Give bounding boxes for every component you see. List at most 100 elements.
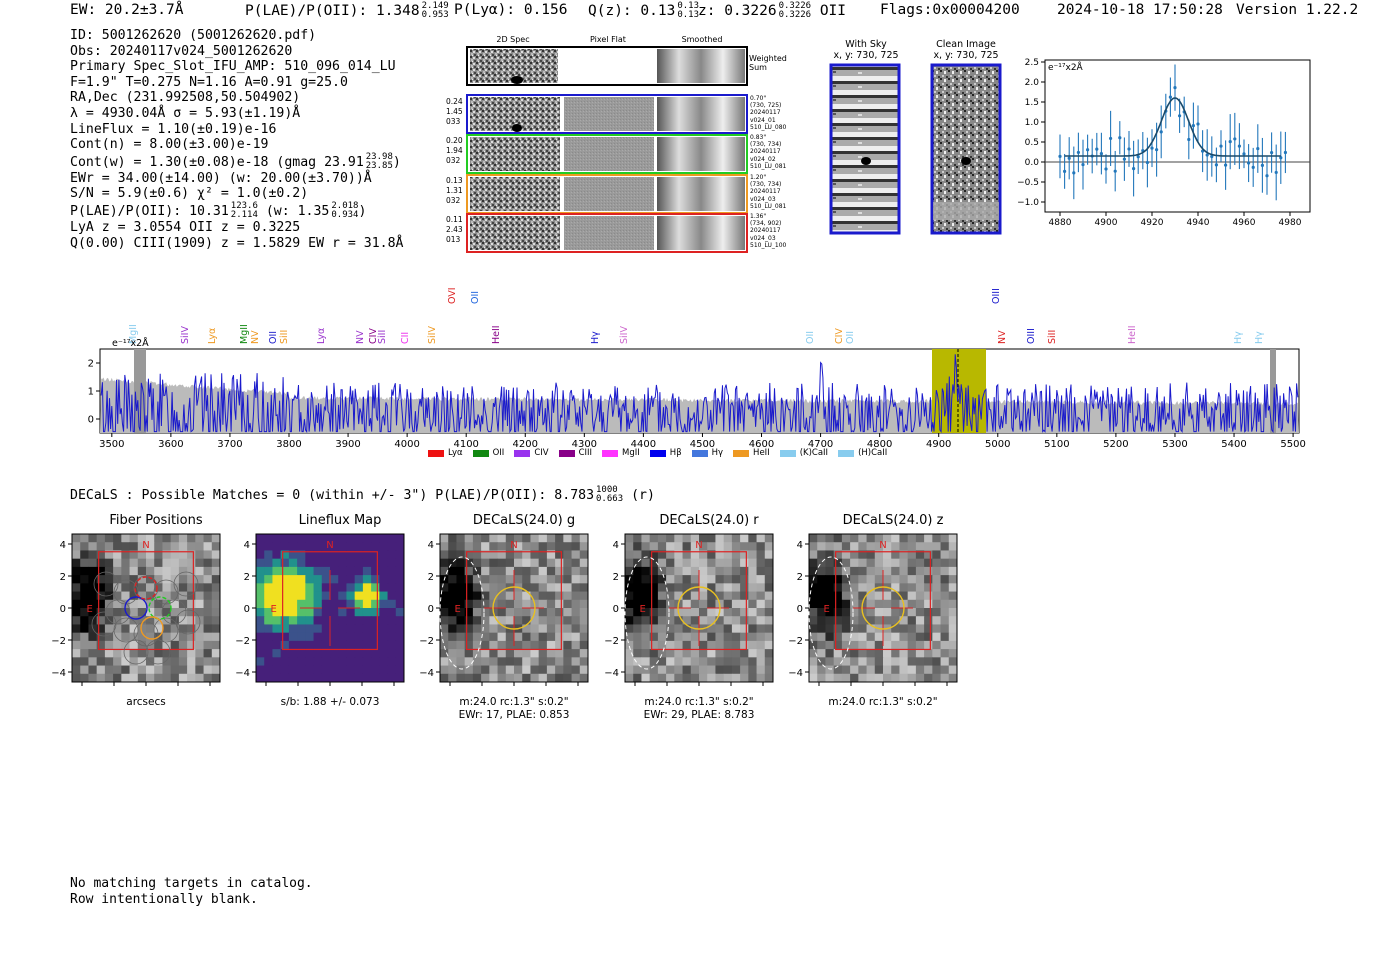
spectrum-xtick-label: 3500 bbox=[99, 439, 124, 450]
decals-east-label: E bbox=[270, 604, 276, 615]
catalog-note: No matching targets in catalog. Row inte… bbox=[70, 876, 313, 907]
decals-summary-hi: 1000 bbox=[596, 485, 618, 495]
spectrum-legend-item: CIII bbox=[558, 448, 592, 459]
with-sky-title: With Sky bbox=[845, 39, 887, 50]
info-plae-hi: 123.6 bbox=[230, 200, 258, 211]
spectrum-mask-left bbox=[134, 349, 146, 433]
twod-right-value: 1.36" bbox=[750, 213, 767, 220]
spectrum-legend-label: (K)CaII bbox=[799, 448, 829, 458]
header-plae-lo: 0.953 bbox=[421, 10, 449, 20]
header-z-lo: 0.3226 bbox=[778, 10, 812, 20]
spectrum-unit: e⁻¹⁷x2Å bbox=[112, 337, 149, 349]
spectrum-ytick-label: 2 bbox=[88, 359, 94, 370]
decals-east-label: E bbox=[86, 604, 92, 615]
twod-left-value: 0.24 bbox=[446, 97, 463, 106]
line-fit-point bbox=[1063, 169, 1067, 173]
twod-left-value: 1.31 bbox=[446, 186, 463, 195]
weighted-flat bbox=[560, 49, 654, 83]
decals-ytick-label: −2 bbox=[604, 636, 619, 647]
spectrum-xticks: 3500 3600 3700 3800 3900 4000 4100 4200 4300 4400… bbox=[99, 433, 1306, 450]
decals-xtick-label: −2 bbox=[844, 689, 859, 690]
decals-north-label: N bbox=[695, 540, 702, 551]
line-fit-yticks: 2.5 2.0 1.5 1.0 0.5 0.0 −0.5 −1.0 bbox=[1017, 58, 1045, 208]
twod-right-value: v024_01 bbox=[750, 116, 776, 124]
spectrum-xtick-label: 5000 bbox=[985, 439, 1010, 450]
with-sky-image bbox=[829, 63, 901, 235]
decals-panel-image: N E 4 2 0 −2 −4 −4 −2 0 2 4 bbox=[604, 533, 774, 690]
twod-right-label: 1.20" (730, 734) 20240117 v024_03 510_LU_081 bbox=[750, 174, 786, 210]
decals-east-label: E bbox=[639, 604, 645, 615]
decals-ytick-label: 0 bbox=[797, 604, 803, 615]
decals-xtick-label: 0 bbox=[696, 689, 702, 690]
with-sky-header: With Sky x, y: 730, 725 bbox=[826, 39, 906, 61]
spectrum-xtick-label: 3800 bbox=[276, 439, 301, 450]
info-plae: P(LAE)/P(OII): 10.31 123.6 2.114 (w: 1.35 2… bbox=[70, 200, 403, 220]
fiber-circle bbox=[175, 609, 201, 635]
decals-xtick-label: 0 bbox=[327, 689, 333, 690]
decals-xtick-label: −2 bbox=[291, 689, 306, 690]
twod-row-4 bbox=[466, 213, 748, 253]
line-fit-point bbox=[1072, 171, 1076, 175]
decals-caption-2: EWr: 17, PLAE: 0.853 bbox=[458, 709, 570, 721]
decals-ytick-label: 4 bbox=[797, 540, 803, 551]
decals-ytick-label: 2 bbox=[797, 572, 803, 583]
info-sn: S/N = 5.9(±0.6) χ² = 1.0(±0.2) bbox=[70, 186, 309, 202]
spectrum-line-name: OIII bbox=[991, 288, 1003, 304]
decals-xtick-label: 4 bbox=[207, 689, 213, 690]
line-fit-point bbox=[1283, 150, 1287, 155]
line-fit-ytick-label: 0.0 bbox=[1025, 158, 1040, 168]
line-fit-point bbox=[1219, 144, 1223, 148]
decals-summary-end: (r) bbox=[631, 488, 655, 503]
decals-ytick-label: 4 bbox=[244, 540, 250, 551]
fiber-circle bbox=[161, 599, 187, 625]
line-fit-point bbox=[1191, 124, 1195, 128]
decals-ytick-label: −2 bbox=[788, 636, 803, 647]
decals-summary: DECaLS : Possible Matches = 0 (within +/… bbox=[70, 486, 655, 504]
twod-row-1 bbox=[466, 94, 748, 134]
clean-image-header: Clean Image x, y: 730, 725 bbox=[926, 39, 1006, 61]
spectrum-xtick-label: 5300 bbox=[1162, 439, 1187, 450]
decals-aperture-box bbox=[282, 551, 378, 651]
twod-left-label: 0.13 1.31 032 bbox=[446, 176, 463, 206]
spectrum-legend-label: (H)CaII bbox=[858, 448, 888, 458]
header-datetime: 2024-10-18 17:50:28 bbox=[1057, 2, 1223, 18]
decals-panel-title: DECaLS(24.0) g bbox=[472, 513, 576, 528]
spectrum-xtick-label: 3900 bbox=[335, 439, 360, 450]
spectrum-xtick-label: 4200 bbox=[513, 439, 538, 450]
line-fit-point bbox=[1279, 156, 1283, 160]
decals-xtick-label: 4 bbox=[944, 689, 950, 690]
fiber-orange bbox=[140, 616, 164, 640]
line-fit-point bbox=[1251, 165, 1255, 169]
twod-right-value: 0.70" bbox=[750, 95, 767, 102]
info-radec: RA,Dec (231.992508,50.504902) bbox=[70, 90, 301, 106]
fiber-circle bbox=[153, 579, 179, 605]
header-z-label: z: 0.3226 bbox=[698, 3, 777, 19]
spectrum-legend-item: Hγ bbox=[691, 448, 723, 459]
spectrum-legend-label: HeII bbox=[753, 448, 770, 458]
line-fit-point bbox=[1109, 136, 1113, 141]
twod-right-label: 0.83" (730, 734) 20240117 v024_02 510_LU_081 bbox=[750, 134, 786, 170]
line-fit-point bbox=[1224, 163, 1228, 167]
decals-aperture-box bbox=[466, 551, 562, 651]
decals-ytick-label: −2 bbox=[235, 636, 250, 647]
spectrum-mask-right bbox=[1270, 349, 1276, 433]
line-fit-point bbox=[1270, 150, 1274, 155]
spectrum-xtick-label: 4600 bbox=[749, 439, 774, 450]
decals-ytick-label: 0 bbox=[428, 604, 434, 615]
line-fit-point bbox=[1095, 147, 1099, 151]
line-fit-point bbox=[1122, 157, 1126, 161]
line-fit-point bbox=[1256, 146, 1260, 151]
line-fit-point bbox=[1104, 167, 1108, 171]
twod-right-value: 510_LU_100 bbox=[750, 241, 787, 249]
spectrum-legend: Lyα OII CIV CIII MgII Hβ Hγ HeII (K)CaII (H)CaII bbox=[428, 448, 897, 460]
clean-image-xy: x, y: 730, 725 bbox=[933, 50, 999, 61]
twod-right-value: (730, 725) bbox=[750, 102, 782, 110]
clean-image-title: Clean Image bbox=[936, 39, 996, 50]
line-fit-point bbox=[1242, 152, 1246, 156]
twod-row-2 bbox=[466, 134, 748, 174]
decals-ytick-label: −4 bbox=[604, 668, 619, 679]
decals-panel-image: N E 4 2 0 −2 −4 −4 −2 0 2 4 bbox=[51, 533, 221, 690]
header-qz-label: Q(z): 0.13 bbox=[588, 3, 676, 19]
twod-right-value: 510_LU_080 bbox=[750, 123, 787, 131]
spectrum-legend-swatch bbox=[691, 449, 708, 457]
